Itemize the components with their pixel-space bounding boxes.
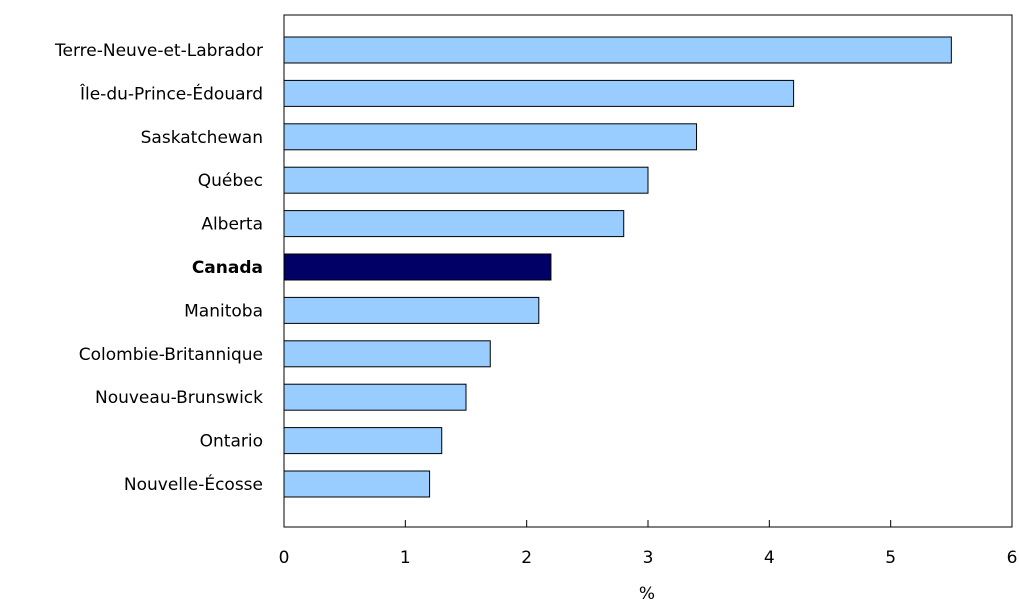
bar-qu-bec — [283, 166, 649, 194]
x-tick-label: 3 — [643, 548, 654, 568]
category-labels: Terre-Neuve-et-Labrador Île-du-Prince-Édo… — [54, 41, 263, 495]
category-label: Nouvelle-Écosse — [124, 473, 263, 495]
bars-layer — [283, 36, 952, 498]
x-axis-ticks: 0 1 2 3 4 5 6 — [279, 520, 1018, 568]
category-label: Terre-Neuve-et-Labrador — [54, 41, 263, 61]
x-tick-label: 6 — [1007, 548, 1018, 568]
category-label: Manitoba — [184, 301, 263, 321]
x-tick-label: 5 — [885, 548, 896, 568]
category-label: Île-du-Prince-Édouard — [79, 82, 263, 104]
bar-saskatchewan — [283, 123, 698, 151]
category-label: Ontario — [200, 432, 263, 452]
bar-nouveau-brunswick — [283, 383, 467, 411]
bar-terre-neuve-et-labrador — [283, 36, 952, 64]
x-tick-label: 2 — [521, 548, 532, 568]
bar-nouvelle-cosse — [283, 470, 431, 498]
x-tick-label: 1 — [400, 548, 411, 568]
bar-colombie-britannique — [283, 340, 491, 368]
x-tick-label: 4 — [764, 548, 775, 568]
category-label: Québec — [198, 171, 263, 191]
category-label: Nouveau-Brunswick — [95, 388, 263, 408]
bar-canada — [283, 253, 552, 281]
category-label: Saskatchewan — [141, 128, 263, 148]
category-label: Colombie-Britannique — [79, 345, 263, 365]
bar--le-du-prince-douard — [283, 79, 795, 107]
bar-alberta — [283, 210, 625, 238]
bar-manitoba — [283, 296, 540, 324]
category-label: Canada — [192, 258, 263, 278]
x-axis-label: % — [639, 584, 655, 604]
x-tick-label: 0 — [279, 548, 290, 568]
bar-ontario — [283, 427, 443, 455]
category-label: Alberta — [201, 215, 263, 235]
